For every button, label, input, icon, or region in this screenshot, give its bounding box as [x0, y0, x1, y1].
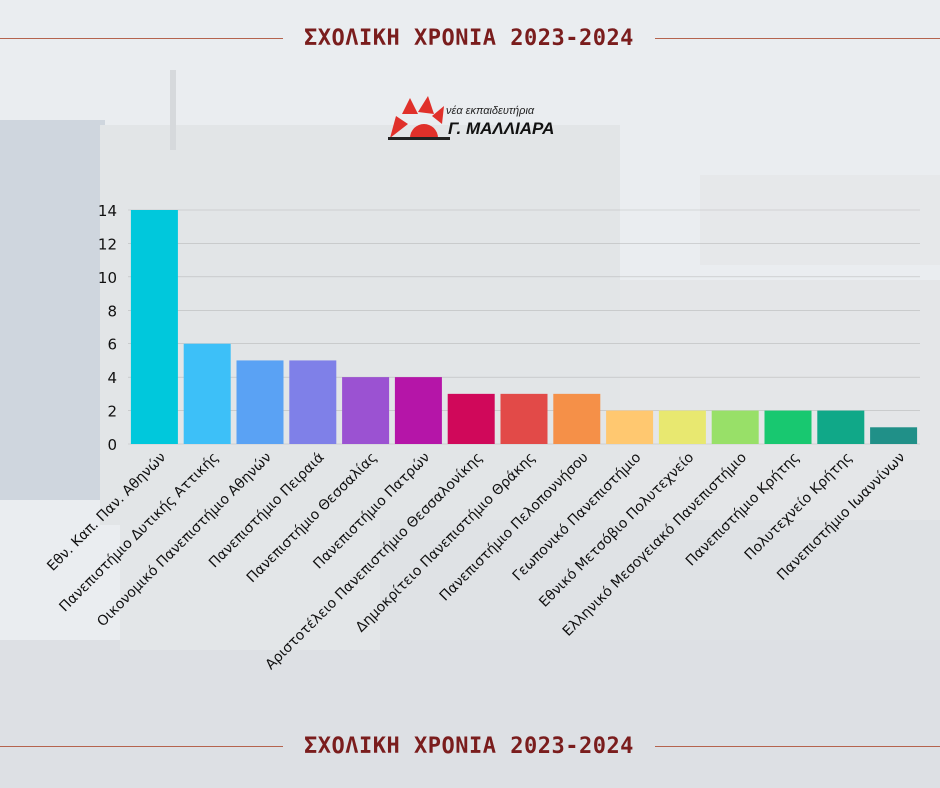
bar: [130, 210, 178, 444]
bar: [553, 393, 601, 444]
y-tick-label: 14: [98, 202, 117, 220]
banner-title: ΣΧΟΛΙΚΗ ΧΡΟΝΙΑ 2023-2024: [304, 26, 634, 51]
bar: [183, 343, 231, 444]
bars: [130, 210, 918, 444]
bar: [817, 410, 865, 444]
y-tick-label: 4: [107, 369, 117, 387]
y-tick-label: 12: [98, 235, 117, 253]
y-tick-label: 8: [107, 302, 117, 320]
universities-bar-chart: 0 2 4 6 8 10 12 14 Εθν. Καπ. Παν. ΑθηνώνΠανεπισ…: [44, 202, 920, 673]
bar: [870, 427, 918, 444]
bottom-banner: ΣΧΟΛΙΚΗ ΧΡΟΝΙΑ 2023-2024: [0, 732, 940, 762]
y-tick-label: 10: [98, 269, 117, 287]
bar: [711, 410, 759, 444]
banner-rule-right: [655, 746, 940, 747]
sun-emblem-icon: [388, 96, 450, 140]
banner-rule-left: [0, 38, 283, 39]
x-tick-label: Ελληνικό Μεσογειακό Πανεπιστήμιο: [560, 450, 750, 640]
banner-title: ΣΧΟΛΙΚΗ ΧΡΟΝΙΑ 2023-2024: [304, 734, 634, 759]
bar: [447, 393, 495, 444]
logo-line-2: Γ. ΜΑΛΛΙΑΡΑ: [448, 119, 554, 138]
logo-line-1: νέα εκπαιδευτήρια: [446, 105, 535, 117]
bar: [236, 360, 284, 444]
bar: [500, 393, 548, 444]
school-logo: νέα εκπαιδευτήρια Γ. ΜΑΛΛΙΑΡΑ: [388, 94, 558, 140]
y-tick-label: 0: [107, 436, 117, 454]
banner-rule-right: [655, 38, 940, 39]
y-tick-label: 2: [107, 403, 117, 421]
bar: [658, 410, 706, 444]
y-tick-label: 6: [107, 336, 117, 354]
bar: [394, 377, 442, 444]
y-axis-ticks: 0 2 4 6 8 10 12 14: [98, 202, 117, 454]
bar: [342, 377, 390, 444]
banner-rule-left: [0, 746, 283, 747]
x-tick-label: Πολυτεχνείο Κρήτης: [742, 450, 856, 564]
bar: [764, 410, 812, 444]
bar: [606, 410, 654, 444]
bar: [289, 360, 337, 444]
top-banner: ΣΧΟΛΙΚΗ ΧΡΟΝΙΑ 2023-2024: [0, 24, 940, 54]
